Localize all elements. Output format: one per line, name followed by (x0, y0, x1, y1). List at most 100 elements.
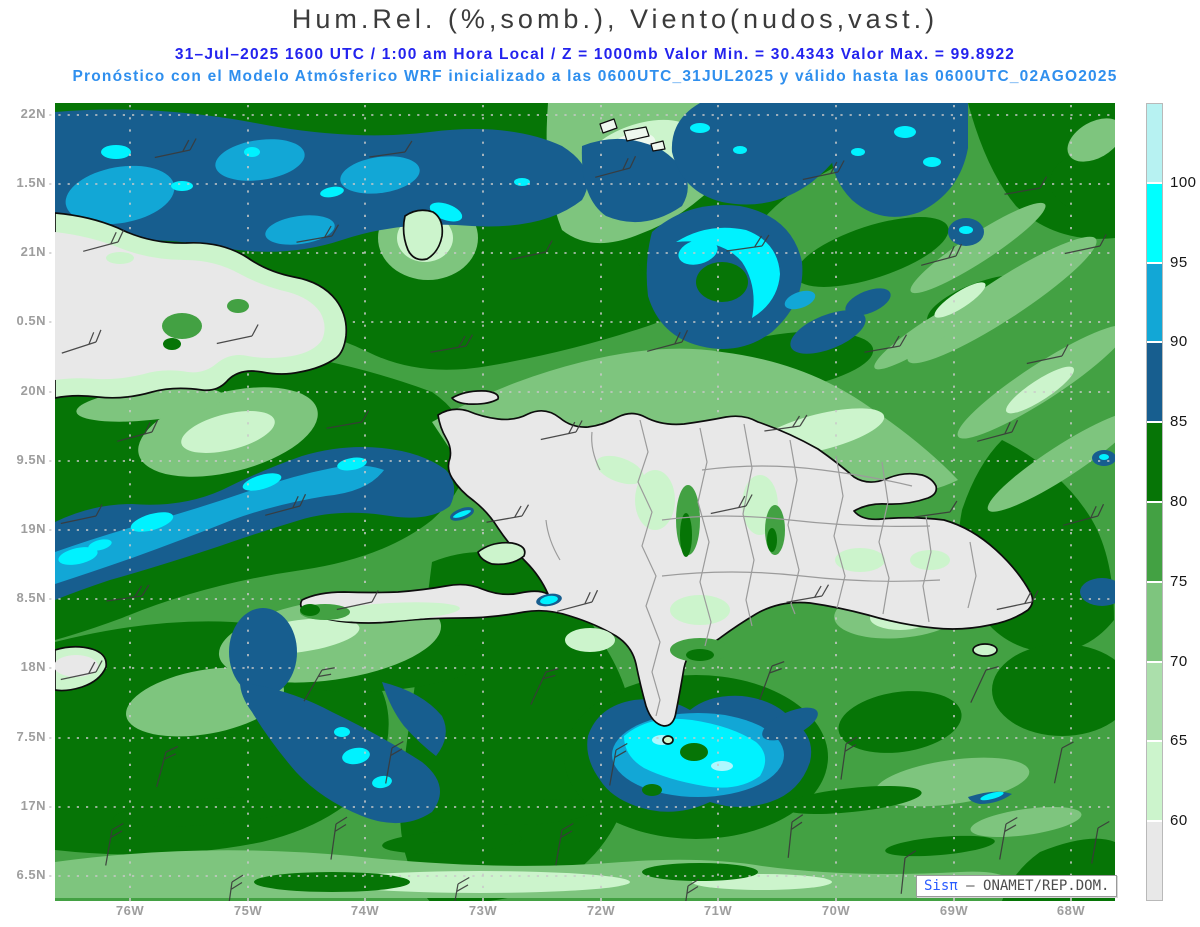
subtitle-valid-time: 31–Jul–2025 1600 UTC / 1:00 am Hora Loca… (174, 46, 1016, 63)
hispaniola-interior-shading (300, 455, 950, 662)
wind-barb (864, 334, 908, 353)
wind-barb (106, 584, 150, 602)
wind-barb (430, 334, 474, 353)
wind-barb (156, 745, 179, 787)
wind-barb (710, 494, 753, 515)
cuba-interior (55, 232, 325, 380)
lat-tick-label: 21N (20, 244, 46, 259)
wind-barb (970, 665, 999, 703)
wind-barb (999, 816, 1018, 860)
jamaica-interior (55, 655, 98, 677)
saona-island-coastline (972, 643, 998, 657)
caicos-island (599, 118, 618, 134)
wind-barb (486, 504, 530, 523)
wind-barb (786, 584, 830, 603)
wind-barb (336, 590, 379, 611)
wind-barb (840, 736, 858, 780)
graticule-margin-ticks (40, 114, 1072, 908)
subtitle-model-info: Pronóstico con el Modelo Atmósferico WRF… (72, 68, 1118, 85)
wind-barb (996, 590, 1039, 611)
sispi-logo: Sisπ (924, 878, 958, 894)
wind-barb (1053, 741, 1074, 784)
colorbar-segment (1147, 742, 1162, 823)
wind-barb (685, 878, 700, 901)
lon-tick-label: 72W (586, 903, 616, 918)
wind-barb (1091, 820, 1110, 864)
lat-tick-label: 9.5N (16, 452, 46, 467)
wind-barb (326, 410, 370, 429)
wind-barb (759, 661, 785, 701)
lon-tick-label: 68W (1056, 903, 1086, 918)
caicos-island-2 (623, 126, 650, 142)
wind-barb (914, 500, 958, 518)
haiti-coast-cyan-patch (450, 507, 474, 521)
colorbar-tick-label: 80 (1170, 493, 1188, 510)
wind-barb (330, 816, 348, 860)
wind-barb (228, 874, 244, 901)
colorbar-segment (1147, 822, 1162, 900)
lat-tick-label: 1.5N (16, 175, 46, 190)
colorbar-segment (1147, 183, 1162, 264)
wind-barb (1004, 176, 1048, 195)
colorbar-segment (1147, 662, 1162, 743)
turks-island (650, 140, 666, 152)
wind-barb (510, 240, 553, 261)
wind-barb (1026, 344, 1069, 365)
wind-barb (61, 329, 102, 354)
lon-tick-label: 73W (468, 903, 498, 918)
lat-tick-label: 6.5N (16, 867, 46, 882)
wind-barb (296, 224, 340, 243)
coastlines (55, 118, 1034, 745)
contour-fills (55, 103, 1115, 901)
lat-tick-label: 17N (20, 798, 46, 813)
wind-barb (83, 229, 125, 252)
colorbar-segment (1147, 502, 1162, 583)
wind-barbs (60, 138, 1110, 901)
wind-barb (1064, 234, 1107, 255)
great-inagua-coastline (402, 209, 444, 261)
wind-barb (117, 419, 159, 442)
lat-tick-label: 0.5N (16, 313, 46, 328)
lon-tick-label: 74W (350, 903, 380, 918)
wind-barb (977, 419, 1019, 442)
cuba-lightgreen-blob (106, 252, 134, 264)
wind-barb (726, 234, 770, 252)
lat-tick-label: 19N (20, 521, 46, 536)
lat-tick-label: 22N (20, 106, 46, 121)
colorbar-segment (1147, 423, 1162, 503)
colorbar-segment (1147, 104, 1162, 184)
wind-barb (105, 822, 124, 866)
lon-tick-label: 76W (115, 903, 145, 918)
wind-barb (60, 504, 103, 525)
wind-barb (595, 155, 637, 178)
wind-barb (921, 243, 963, 266)
wind-barb (787, 814, 804, 858)
wind-barb (802, 160, 845, 181)
cuba-green-blob-2 (227, 299, 249, 313)
wind-barb (764, 414, 808, 432)
colorbar-tick-label: 100 (1170, 173, 1197, 191)
lon-tick-label: 71W (703, 903, 733, 918)
wind-barb (454, 876, 470, 901)
colorbar-tick-label: 75 (1170, 572, 1188, 590)
attribution-text: – ONAMET/REP.DOM. (966, 878, 1110, 894)
province-borders (545, 419, 977, 717)
lat-tick-label: 18N (20, 659, 46, 674)
beata-island-coastline (662, 735, 674, 745)
wind-barb (154, 138, 197, 159)
colorbar-tick-label: 65 (1170, 732, 1188, 750)
hispaniola-coastline (299, 408, 1034, 727)
colorbar-segment (1147, 263, 1162, 344)
haiti-dr-border (637, 419, 661, 717)
wind-barb (216, 324, 259, 345)
lon-tick-label: 75W (233, 903, 263, 918)
colorbar-tick-label: 60 (1170, 812, 1188, 830)
wind-barb (60, 660, 103, 681)
attribution-box: Sisπ – ONAMET/REP.DOM. (916, 875, 1118, 897)
page-title: Hum.Rel. (%,somb.), Viento(nudos,vast.) (291, 4, 939, 34)
lon-tick-label: 69W (939, 903, 969, 918)
humidity-colorbar (1146, 103, 1163, 901)
gonave-island-coastline (477, 541, 526, 566)
colorbar-tick-label: 90 (1170, 333, 1188, 351)
colorbar-tick-label: 85 (1170, 413, 1188, 431)
